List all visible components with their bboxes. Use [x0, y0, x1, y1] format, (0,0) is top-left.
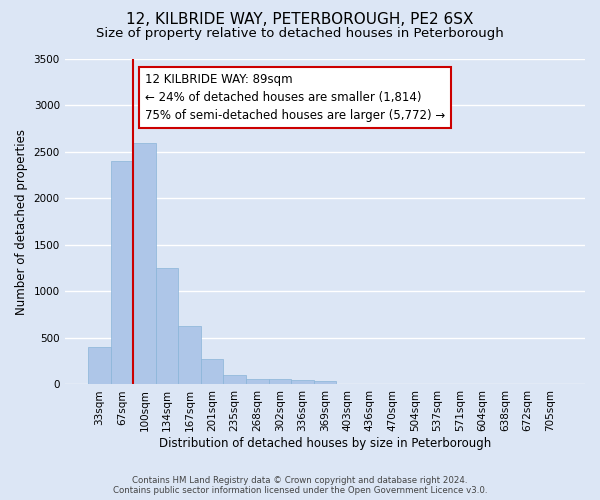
Bar [223, 375, 246, 384]
Bar [269, 380, 291, 384]
Bar [201, 359, 223, 384]
Y-axis label: Number of detached properties: Number of detached properties [15, 128, 28, 314]
Bar [314, 381, 336, 384]
X-axis label: Distribution of detached houses by size in Peterborough: Distribution of detached houses by size … [159, 437, 491, 450]
Text: Size of property relative to detached houses in Peterborough: Size of property relative to detached ho… [96, 28, 504, 40]
Text: 12, KILBRIDE WAY, PETERBOROUGH, PE2 6SX: 12, KILBRIDE WAY, PETERBOROUGH, PE2 6SX [126, 12, 474, 28]
Text: Contains HM Land Registry data © Crown copyright and database right 2024.
Contai: Contains HM Land Registry data © Crown c… [113, 476, 487, 495]
Bar [291, 380, 314, 384]
Bar [88, 348, 111, 385]
Bar [111, 162, 133, 384]
Bar [133, 142, 156, 384]
Text: 12 KILBRIDE WAY: 89sqm
← 24% of detached houses are smaller (1,814)
75% of semi-: 12 KILBRIDE WAY: 89sqm ← 24% of detached… [145, 73, 445, 122]
Bar [246, 379, 269, 384]
Bar [156, 268, 178, 384]
Bar [178, 326, 201, 384]
